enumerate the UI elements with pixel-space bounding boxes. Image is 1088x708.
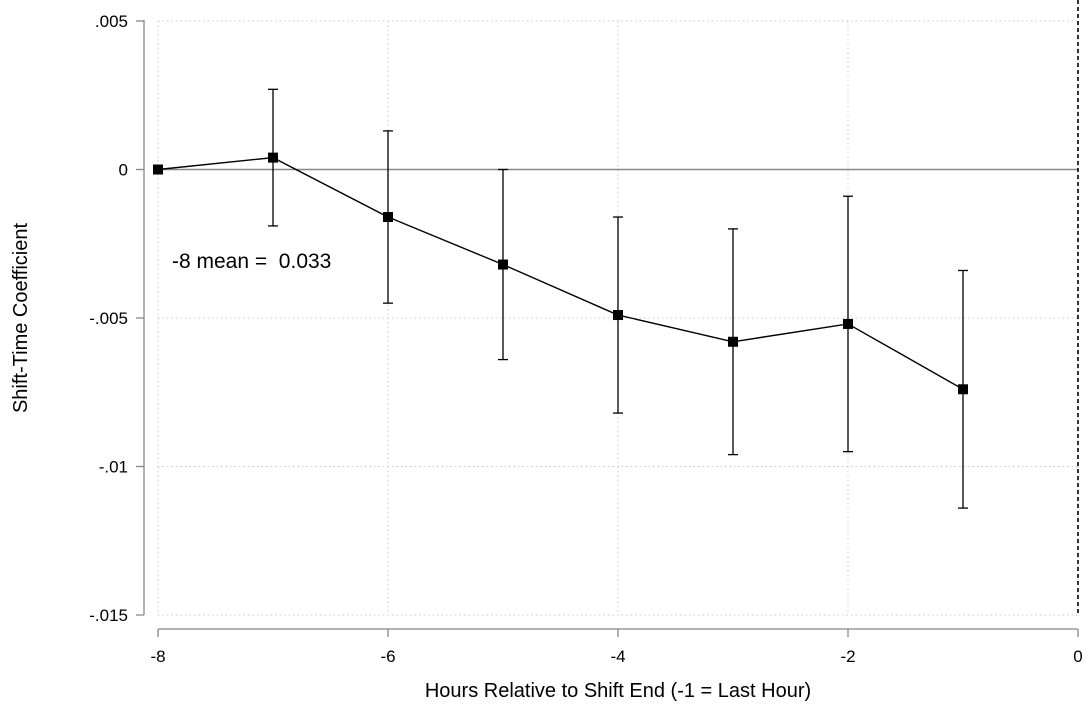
y-tick-label: 0 [119, 161, 128, 180]
x-tick-label: -6 [380, 647, 395, 666]
y-tick-label: .005 [95, 12, 128, 31]
data-point-marker [958, 384, 968, 395]
data-point-marker [268, 152, 278, 163]
data-point-marker [613, 310, 623, 321]
x-tick-label: 0 [1073, 647, 1082, 666]
data-point-marker [843, 318, 853, 329]
ticks: .005 0 -.005 -.01 -.015 -8 -6 -4 -2 0 [89, 12, 1082, 666]
data-markers [153, 152, 968, 395]
series-line [157, 156, 964, 390]
annotation-mean: -8 mean = 0.033 [172, 250, 331, 273]
data-point-marker [498, 259, 508, 270]
coefficient-line [157, 156, 964, 390]
y-axis-title: Shift-Time Coefficient [10, 223, 32, 414]
y-tick-label: -.005 [89, 309, 128, 328]
y-tick-label: -.015 [89, 606, 128, 625]
x-tick-label: -8 [150, 647, 165, 666]
x-tick-label: -4 [610, 647, 625, 666]
y-tick-label: -.01 [99, 458, 128, 477]
reference-lines [158, 0, 1079, 615]
data-point-marker [153, 164, 163, 175]
x-axis-title: Hours Relative to Shift End (-1 = Last H… [425, 680, 811, 702]
data-point-marker [728, 336, 738, 347]
x-tick-label: -2 [840, 647, 855, 666]
axes [143, 20, 1078, 630]
data-point-marker [383, 212, 393, 223]
